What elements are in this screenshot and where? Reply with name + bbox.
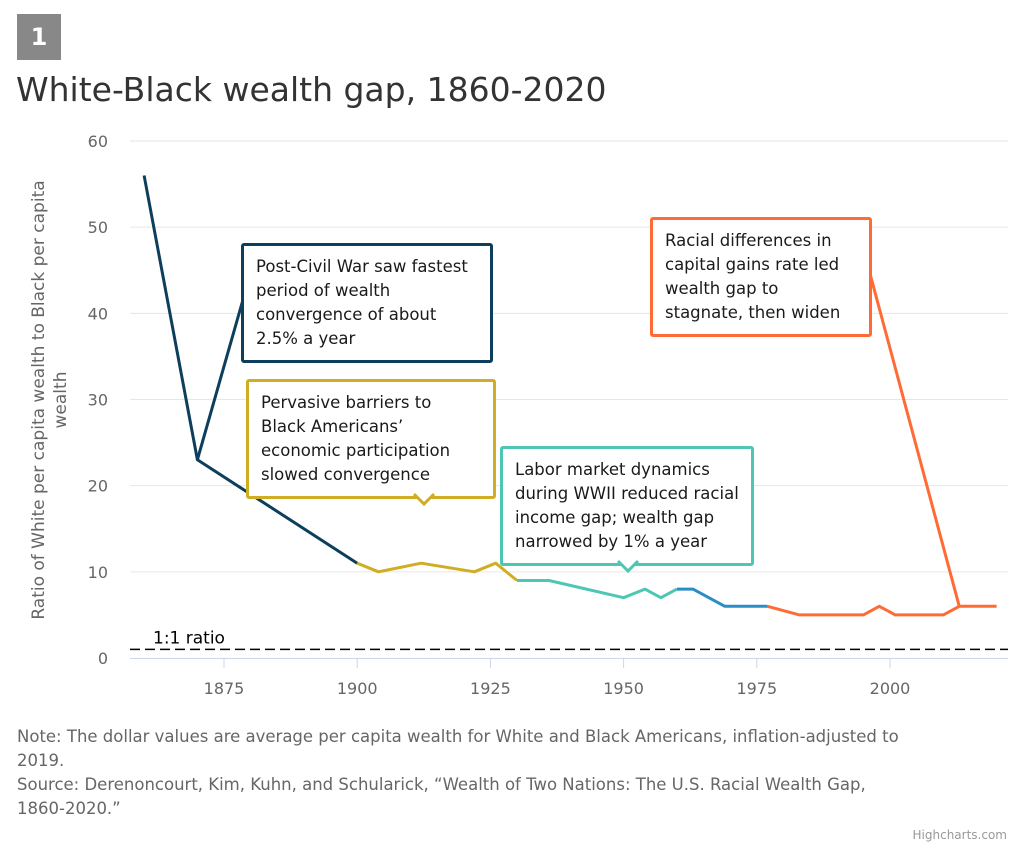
y-tick-label: 0 [98,649,108,668]
y-tick-label: 20 [88,477,108,496]
source-line: Source: Derenoncourt, Kim, Kuhn, and Sch… [17,775,866,794]
annotation-post-civil-war: Post-Civil War saw fastest period of wea… [241,243,493,363]
highcharts-credit-link[interactable]: Highcharts.com [912,828,1007,842]
series-line [142,175,359,565]
line-chart: 0 10 20 30 40 50 60 1875 1900 1925 1950 1975 2000 1… [29,132,1008,698]
figure-number-badge: 1 [17,14,61,60]
reference-line: 1:1 ratio [130,628,1008,651]
annotation-capital-gains: Racial differences in capital gains rate… [650,217,872,337]
annotation-text: Pervasive barriers to Black Americans’ e… [261,393,451,484]
series-lines [142,175,997,617]
annotation-wwii-labor: Labor market dynamics during WWII reduce… [500,446,754,566]
reference-line-label: 1:1 ratio [153,628,225,648]
y-tick-label: 10 [88,563,108,582]
y-axis-title-line1: Ratio of White per capita wealth to Blac… [29,180,49,619]
connector-post-civil-war [195,295,246,461]
series-line [676,587,768,608]
connector-capital-gains [867,269,961,607]
source-line: 1860-2020.” [17,799,121,818]
y-tick-label: 50 [88,218,108,237]
y-tick-label: 40 [88,304,108,323]
annotation-text: Racial differences in capital gains rate… [665,231,841,322]
chart-note: Note: The dollar values are average per … [17,725,899,821]
y-tick-label: 30 [88,391,108,410]
series-line [767,604,997,617]
y-tick-label: 60 [88,132,108,151]
chart-title: White-Black wealth gap, 1860-2020 [16,70,607,109]
annotation-connectors [195,269,961,607]
x-tick-label: 2000 [870,679,911,698]
x-tick-label: 1975 [736,679,777,698]
y-axis-ticks: 0 10 20 30 40 50 60 [88,132,108,668]
note-line: 2019. [17,751,65,770]
y-axis-title-line2: wealth [51,372,71,429]
series-line [356,561,518,582]
annotation-pervasive-barriers: Pervasive barriers to Black Americans’ e… [246,379,496,499]
x-tick-label: 1875 [204,679,245,698]
x-tick-label: 1900 [337,679,378,698]
annotation-text: Labor market dynamics during WWII reduce… [515,460,739,551]
series-line [517,579,678,600]
x-axis: 1875 1900 1925 1950 1975 2000 [130,658,1008,698]
x-tick-label: 1925 [470,679,511,698]
annotation-text: Post-Civil War saw fastest period of wea… [256,257,468,348]
note-line: Note: The dollar values are average per … [17,727,899,746]
x-tick-label: 1950 [603,679,644,698]
